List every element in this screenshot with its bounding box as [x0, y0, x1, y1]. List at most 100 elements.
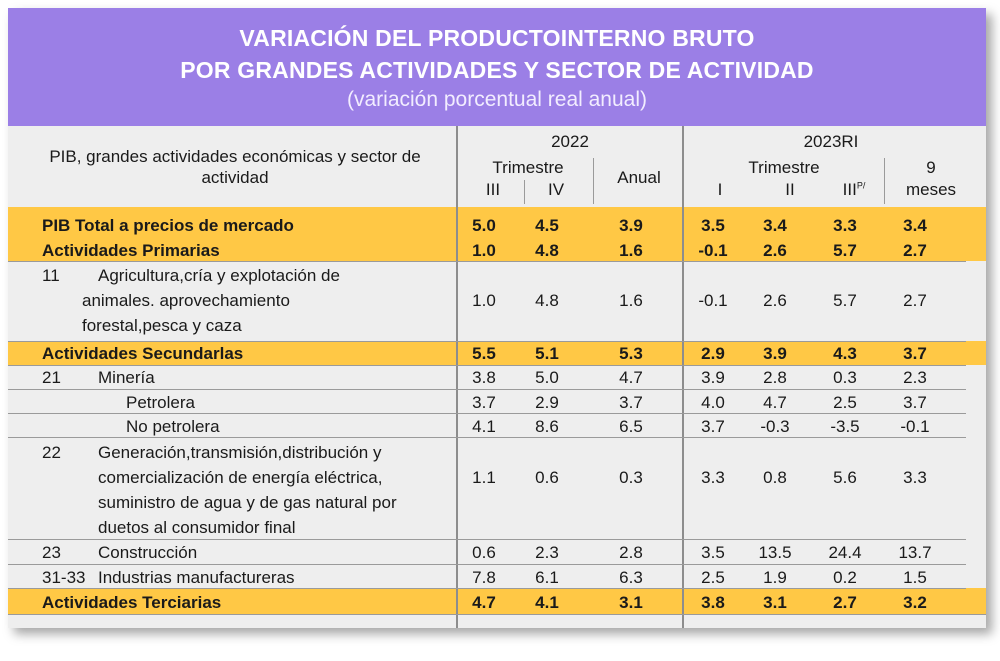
row-divider [8, 437, 966, 438]
value-cell: 5.6 [833, 468, 857, 487]
value-cell: 2.7 [903, 291, 927, 310]
divider-label-column [456, 126, 458, 628]
value-cell: -3.5 [830, 417, 860, 436]
value-cell: 2.9 [701, 344, 725, 363]
row-code-21: 21 [42, 368, 61, 387]
row-label-generacion-1: Generación,transmisión,distribución y [98, 443, 382, 462]
value-cell: 7.8 [472, 568, 496, 587]
row-divider [8, 413, 966, 414]
year-2022-header: 2022 [551, 132, 589, 151]
q3p-2023-header: IIIP/ [842, 180, 866, 199]
row-divider [8, 614, 986, 615]
row-label-construccion: Construcción [98, 543, 198, 562]
row-code-22: 22 [42, 443, 61, 462]
value-cell: 3.4 [903, 216, 927, 235]
row-label-industrias: Industrias manufactureras [98, 568, 295, 587]
value-cell: 2.8 [619, 543, 643, 562]
trimestre-2023-header: Trimestre [748, 158, 820, 177]
value-cell: 2.7 [833, 593, 857, 612]
value-cell: 4.3 [833, 344, 857, 363]
value-cell: 2.8 [763, 368, 787, 387]
value-cell: 3.3 [903, 468, 927, 487]
value-cell: 5.0 [535, 368, 559, 387]
row-header-label: PIB, grandes actividades económicas y se… [49, 147, 421, 187]
row-divider [8, 564, 966, 565]
row-label-agricultura-3: forestal,pesca y caza [82, 316, 242, 335]
value-cell: 3.8 [701, 593, 725, 612]
value-cell: 4.7 [472, 593, 496, 612]
value-cell: 1.5 [903, 568, 927, 587]
value-cell: 2.7 [903, 241, 927, 260]
row-label-mineria: Minería [98, 368, 155, 387]
value-cell: 3.5 [701, 216, 725, 235]
value-cell: 3.4 [763, 216, 787, 235]
nine-months-line2: meses [905, 180, 957, 199]
row-label-petrolera: Petrolera [126, 393, 195, 412]
table-card: VARIACIÓN DEL PRODUCTOINTERNO BRUTO POR … [8, 8, 986, 628]
title-line-2: POR GRANDES ACTIVIDADES Y SECTOR DE ACTI… [180, 57, 814, 83]
value-cell: 3.5 [701, 543, 725, 562]
value-cell: 4.5 [535, 216, 559, 235]
row-label-primarias: Actividades Primarias [42, 241, 220, 260]
value-cell: 4.7 [619, 368, 643, 387]
divider-trimestre-anual [593, 158, 594, 204]
divider-year-column [682, 126, 684, 628]
subtitle: (variación porcentual real anual) [347, 88, 647, 111]
row-label-pib-total: PIB Total a precios de mercado [42, 216, 294, 235]
row-divider [8, 341, 966, 342]
divider-trimestre-9meses [884, 158, 885, 204]
value-cell: 4.1 [535, 593, 559, 612]
row-label-generacion-3: suministro de agua y de gas natural por [98, 493, 397, 512]
value-cell: 24.4 [828, 543, 862, 562]
anual-header: Anual [617, 168, 661, 187]
q2-2023-header: II [785, 180, 795, 199]
row-label-generacion-4: duetos al consumidor final [98, 518, 296, 537]
divider-q3-q4 [524, 180, 525, 204]
year-2023-header: 2023RI [803, 132, 859, 151]
row-divider [8, 365, 966, 366]
value-cell: 5.0 [472, 216, 496, 235]
value-cell: 5.7 [833, 241, 857, 260]
table-header: VARIACIÓN DEL PRODUCTOINTERNO BRUTO POR … [8, 8, 986, 126]
value-cell: 6.1 [535, 568, 559, 587]
value-cell: 3.1 [619, 593, 643, 612]
value-cell: 0.6 [535, 468, 559, 487]
value-cell: 2.3 [535, 543, 559, 562]
row-code-23: 23 [42, 543, 61, 562]
value-cell: 6.5 [619, 417, 643, 436]
q1-2023-header: I [717, 180, 723, 199]
value-cell: 5.5 [472, 344, 496, 363]
value-cell: 0.3 [833, 368, 857, 387]
value-cell: 5.3 [619, 344, 643, 363]
value-cell: 1.9 [763, 568, 787, 587]
value-cell: 3.8 [472, 368, 496, 387]
value-cell: 0.3 [619, 468, 643, 487]
row-label-terciarias: Actividades Terciarias [42, 593, 222, 612]
value-cell: 13.5 [758, 543, 792, 562]
value-cell: 0.2 [833, 568, 857, 587]
value-cell: 0.6 [472, 543, 496, 562]
value-cell: 2.5 [833, 393, 857, 412]
highlight-band-primarias [8, 237, 986, 261]
value-cell: 1.1 [472, 468, 496, 487]
value-cell: 3.2 [903, 593, 927, 612]
value-cell: 5.7 [833, 291, 857, 310]
value-cell: 2.3 [903, 368, 927, 387]
row-divider [8, 389, 966, 390]
value-cell: 8.6 [535, 417, 559, 436]
value-cell: 3.3 [701, 468, 725, 487]
q3-2022-header: III [485, 180, 501, 199]
nine-months-line1: 9 [926, 158, 936, 177]
title-line-1: VARIACIÓN DEL PRODUCTOINTERNO BRUTO [239, 25, 755, 51]
highlight-band-terciarias [8, 588, 986, 614]
value-cell: 1.0 [472, 291, 496, 310]
value-cell: 0.8 [763, 468, 787, 487]
value-cell: -0.1 [900, 417, 930, 436]
value-cell: 4.1 [472, 417, 496, 436]
value-cell: 1.0 [472, 241, 496, 260]
value-cell: 3.7 [903, 344, 927, 363]
value-cell: 3.9 [701, 368, 725, 387]
row-code-11: 11 [42, 266, 60, 285]
row-code-31-33: 31-33 [42, 568, 86, 587]
value-cell: 3.7 [619, 393, 643, 412]
